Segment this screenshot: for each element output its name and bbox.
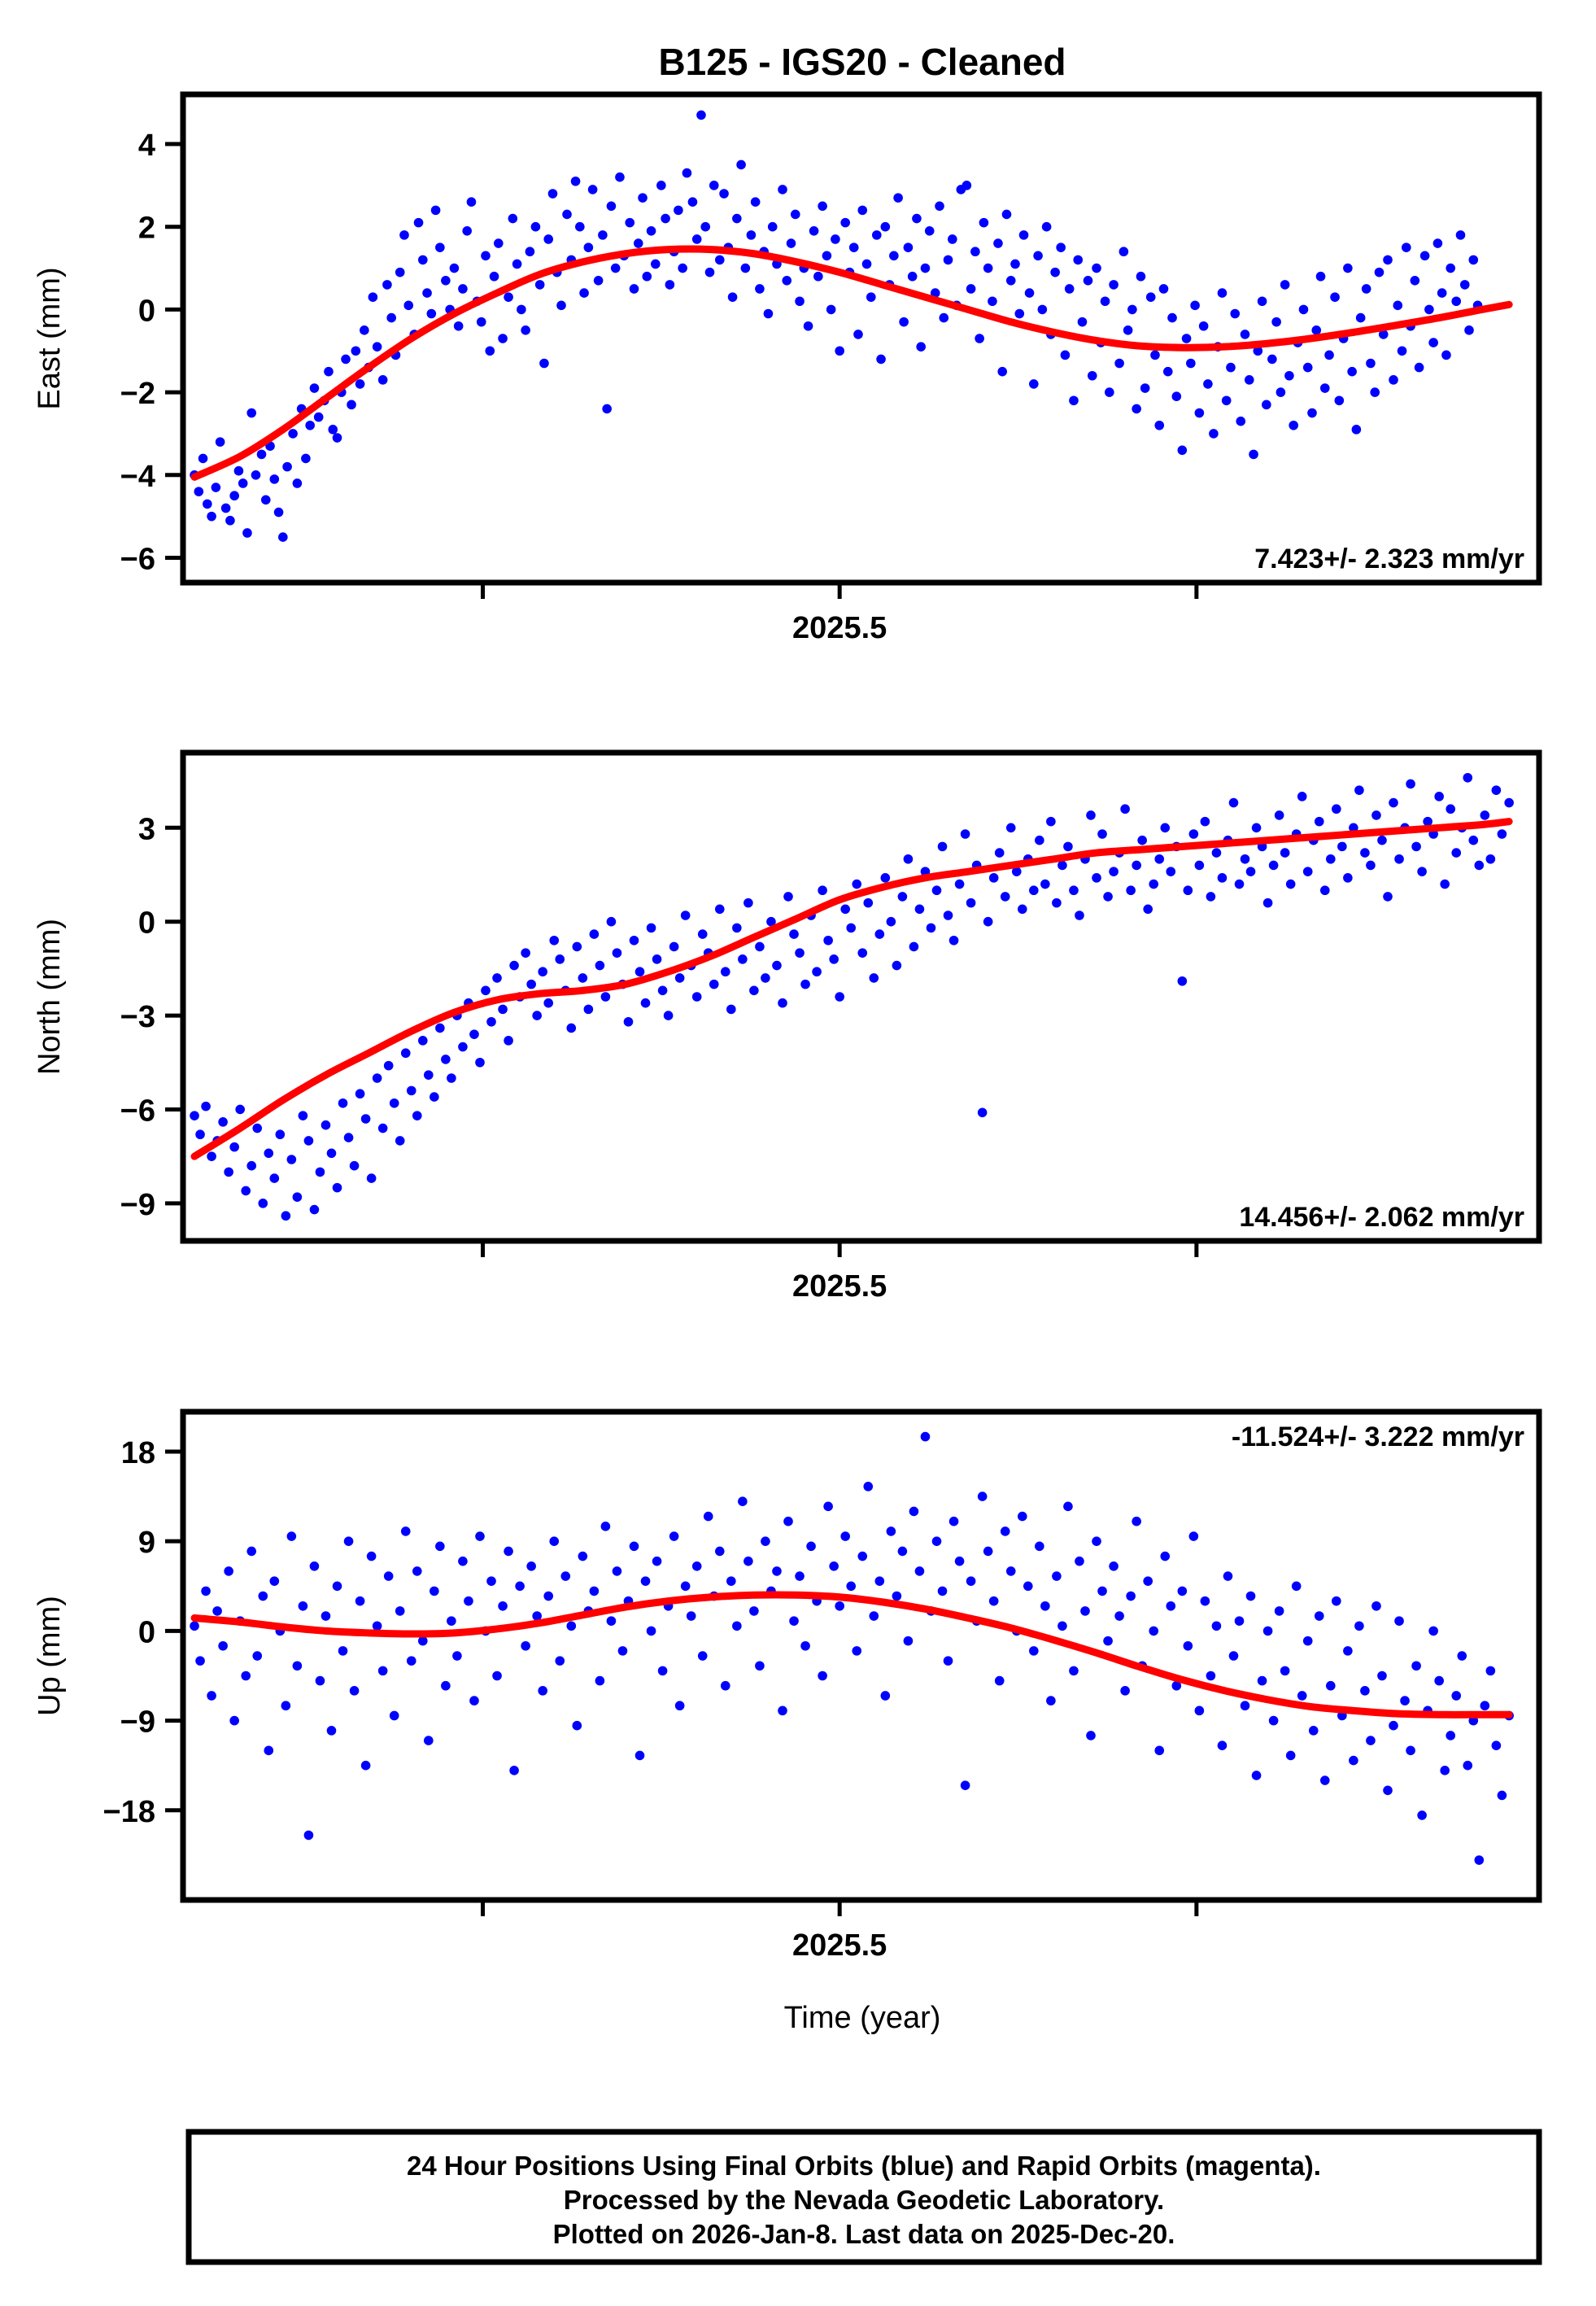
fit-line-east bbox=[190, 245, 1513, 481]
panel-east: 4 2 0 −2 −4 −6 2025.5 East (mm) 7.423+/- 2.323 m… bbox=[33, 91, 1542, 645]
plot-area-east bbox=[190, 110, 1513, 542]
y-tick-label-east: −6 bbox=[120, 542, 155, 576]
y-tick-label-up: 9 bbox=[138, 1526, 155, 1560]
footer-box bbox=[185, 2129, 1542, 2265]
y-axis-label-east: East (mm) bbox=[33, 267, 67, 409]
footer-line-3: Plotted on 2026-Jan-8. Last data on 2025… bbox=[553, 2219, 1175, 2249]
y-axis-label-up: Up (mm) bbox=[33, 1596, 67, 1716]
y-tick-label-north: −3 bbox=[120, 1000, 155, 1034]
y-tick-label-up: −18 bbox=[103, 1795, 155, 1829]
fit-line-up bbox=[190, 1591, 1513, 1719]
footer-line-1: 24 Hour Positions Using Final Orbits (bl… bbox=[407, 2151, 1321, 2181]
figure-title: B125 - IGS20 - Cleaned bbox=[658, 41, 1066, 83]
y-tick-label-east: −4 bbox=[120, 460, 155, 494]
panels-group: 4 2 0 −2 −4 −6 2025.5 East (mm) 7.423+/- 2.323 m… bbox=[33, 91, 1542, 1963]
x-tick-label-north: 2025.5 bbox=[792, 1269, 887, 1304]
y-tick-label-east: −2 bbox=[120, 377, 155, 411]
rate-annotation-north: 14.456+/- 2.062 mm/yr bbox=[1239, 1202, 1524, 1233]
data-points-north bbox=[190, 772, 1514, 1221]
y-tick-label-up: 0 bbox=[138, 1615, 155, 1649]
x-tick-label-up: 2025.5 bbox=[792, 1928, 887, 1963]
axes-frame-north bbox=[180, 749, 1542, 1244]
plot-area-up bbox=[190, 1431, 1514, 1865]
y-axis-label-north: North (mm) bbox=[33, 919, 67, 1075]
axes-frame-up bbox=[180, 1408, 1542, 1903]
x-tick-label-east: 2025.5 bbox=[792, 611, 887, 645]
y-tick-label-north: −6 bbox=[120, 1094, 155, 1128]
y-tick-label-east: 0 bbox=[138, 294, 155, 328]
x-axis-label: Time (year) bbox=[784, 2001, 941, 2035]
y-tick-label-up: −9 bbox=[120, 1705, 155, 1740]
fit-line-north bbox=[190, 818, 1513, 1160]
y-tick-label-east: 2 bbox=[138, 212, 155, 246]
y-tick-label-up: 18 bbox=[121, 1436, 155, 1470]
y-tick-label-east: 4 bbox=[138, 129, 155, 163]
axes-frame-east bbox=[180, 91, 1542, 586]
footer-line-2: Processed by the Nevada Geodetic Laborat… bbox=[564, 2185, 1164, 2215]
rate-annotation-up: -11.524+/- 3.222 mm/yr bbox=[1232, 1422, 1524, 1452]
y-tick-label-north: −9 bbox=[120, 1188, 155, 1222]
plot-area-north bbox=[190, 772, 1514, 1221]
panel-up: 18 9 0 −9 −18 2025.5 Up (mm) -11.524+/- 3.222 m… bbox=[33, 1408, 1542, 1963]
rate-annotation-east: 7.423+/- 2.323 mm/yr bbox=[1254, 544, 1524, 574]
data-points-up bbox=[190, 1431, 1514, 1865]
panel-north: 3 0 −3 −6 −9 2025.5 North (mm) 14.456+/- 2.062 … bbox=[33, 749, 1542, 1304]
y-tick-label-north: 3 bbox=[138, 812, 155, 846]
y-tick-label-north: 0 bbox=[138, 906, 155, 941]
